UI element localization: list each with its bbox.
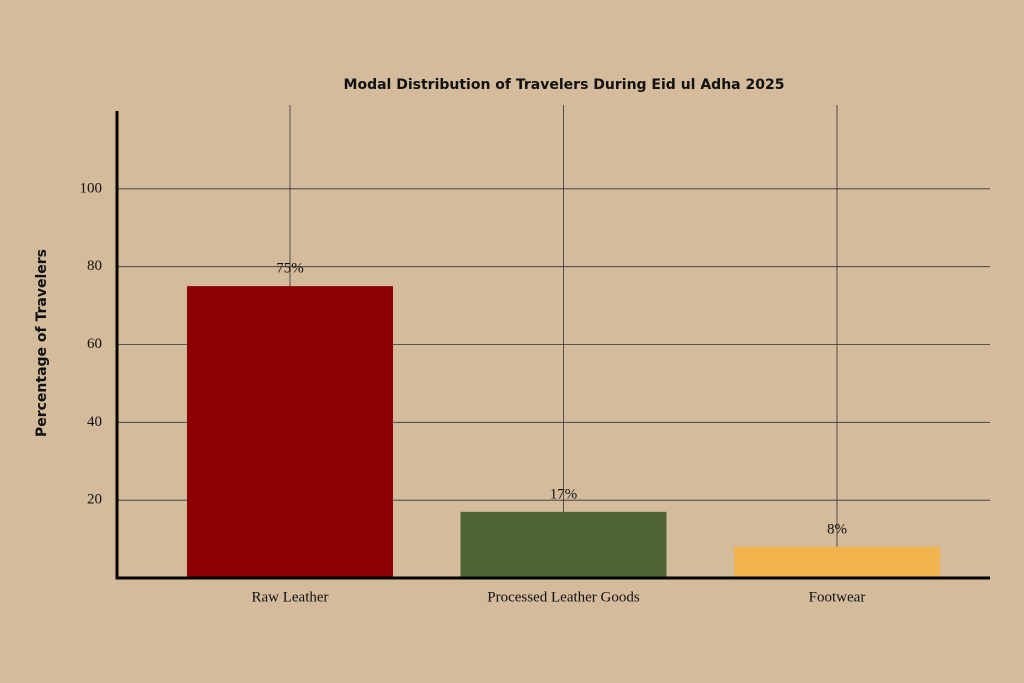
y-tick-label: 100 bbox=[80, 180, 103, 196]
value-label: 75% bbox=[276, 261, 304, 277]
value-label: 17% bbox=[550, 486, 578, 502]
x-tick-label: Footwear bbox=[809, 589, 866, 605]
x-tick-label: Processed Leather Goods bbox=[487, 589, 640, 605]
y-tick-label: 40 bbox=[87, 414, 102, 430]
y-tick-label: 80 bbox=[87, 258, 102, 274]
y-axis-label: Percentage of Travelers bbox=[34, 249, 50, 437]
bar bbox=[187, 286, 393, 578]
x-tick-label: Raw Leather bbox=[251, 589, 328, 605]
bar bbox=[734, 546, 940, 578]
value-label: 8% bbox=[827, 521, 847, 537]
y-tick-label: 20 bbox=[87, 492, 102, 508]
y-tick-label: 60 bbox=[87, 336, 102, 352]
bar bbox=[460, 511, 667, 578]
chart-title: Modal Distribution of Travelers During E… bbox=[344, 77, 785, 93]
